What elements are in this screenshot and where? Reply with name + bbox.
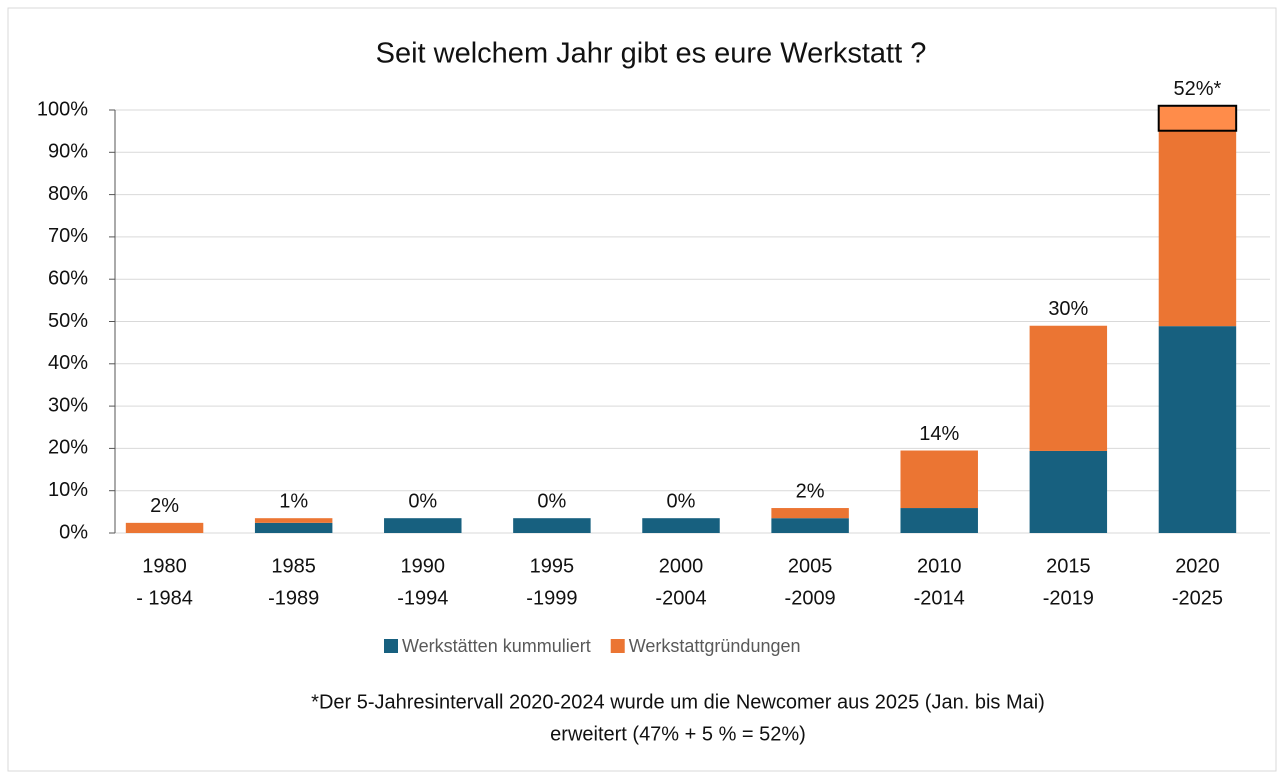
legend-swatch: [384, 639, 398, 653]
x-tick-label: -1989: [268, 587, 319, 609]
y-tick-label: 50%: [48, 310, 88, 332]
bar-segment: [384, 518, 462, 533]
bar-segment: [771, 508, 849, 519]
y-tick-label: 60%: [48, 267, 88, 289]
bar-segment: [1158, 326, 1237, 533]
bar-segment: [900, 508, 978, 533]
data-label: 30%: [1048, 298, 1088, 320]
bar-segment: [254, 522, 333, 533]
y-tick-label: 90%: [48, 141, 88, 163]
data-label: 52%*: [1174, 78, 1222, 100]
y-tick-label: 40%: [48, 352, 88, 374]
x-tick-label: 2015: [1046, 555, 1091, 577]
y-tick-label: 100%: [37, 98, 88, 120]
y-tick-label: 30%: [48, 394, 88, 416]
legend-label: Werkstätten kummuliert: [402, 636, 591, 656]
x-tick-label: 1980: [142, 555, 187, 577]
x-tick-label: - 1984: [136, 587, 193, 609]
y-tick-label: 20%: [48, 437, 88, 459]
legend-label: Werkstattgründungen: [629, 636, 801, 656]
bar-segment: [125, 522, 204, 533]
x-tick-label: -2019: [1043, 587, 1094, 609]
y-tick-label: 80%: [48, 183, 88, 205]
x-tick-label: 1995: [530, 555, 575, 577]
bar-segment: [642, 518, 720, 533]
x-tick-label: -1999: [526, 587, 577, 609]
y-tick-label: 10%: [48, 479, 88, 501]
footnote: *Der 5-Jahresintervall 2020-2024 wurde u…: [311, 691, 1045, 713]
bar-segment: [1158, 105, 1237, 327]
data-label: 0%: [537, 490, 566, 512]
x-tick-label: 2010: [917, 555, 962, 577]
x-tick-label: 1990: [401, 555, 446, 577]
x-tick-label: -2009: [785, 587, 836, 609]
x-tick-label: -2014: [914, 587, 965, 609]
y-tick-label: 0%: [59, 521, 88, 543]
data-label: 14%: [919, 423, 959, 445]
bar-segment: [513, 518, 591, 533]
x-tick-label: -2004: [655, 587, 706, 609]
data-label: 0%: [667, 490, 696, 512]
data-label: 2%: [150, 495, 179, 517]
x-tick-label: 2000: [659, 555, 704, 577]
legend-swatch: [610, 639, 625, 653]
data-label: 2%: [796, 480, 825, 502]
x-tick-label: -2025: [1172, 587, 1223, 609]
x-tick-label: 1985: [271, 555, 316, 577]
data-label: 0%: [408, 490, 437, 512]
x-tick-label: 2020: [1175, 555, 1220, 577]
bar-segment: [771, 518, 849, 533]
extension-box: [1157, 104, 1238, 132]
data-label: 1%: [279, 490, 308, 512]
x-tick-label: -1994: [397, 587, 448, 609]
bar-segment: [900, 450, 978, 509]
bar-segment: [1029, 325, 1108, 451]
footnote: erweitert (47% + 5 % = 52%): [550, 723, 806, 745]
bar-segment: [254, 518, 333, 523]
y-tick-label: 70%: [48, 225, 88, 247]
x-tick-label: 2005: [788, 555, 833, 577]
bar-segment: [1029, 450, 1108, 533]
chart-title: Seit welchem Jahr gibt es eure Werkstatt…: [376, 38, 927, 70]
